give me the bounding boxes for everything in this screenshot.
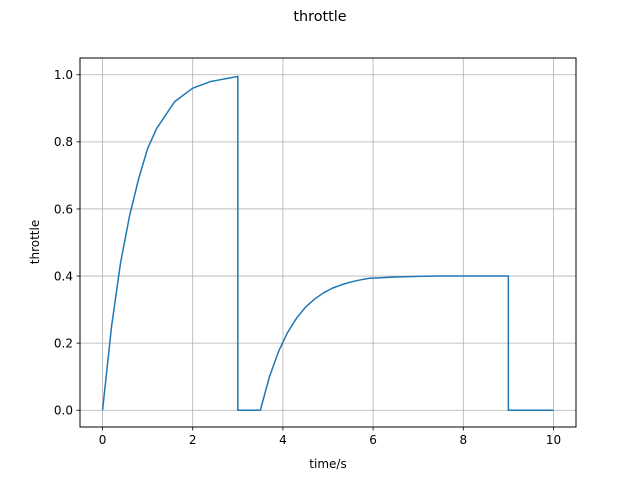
x-tick-label: 6 xyxy=(369,433,377,447)
y-tick-label: 0.0 xyxy=(54,404,73,418)
y-tick-label: 0.4 xyxy=(54,269,73,283)
y-tick-label: 0.8 xyxy=(54,135,73,149)
x-tick-label: 10 xyxy=(546,433,561,447)
grid-lines xyxy=(80,58,576,427)
y-tick-label: 0.2 xyxy=(54,336,73,350)
y-tick-label: 1.0 xyxy=(54,68,73,82)
axes-frame xyxy=(79,57,577,428)
x-tick-label: 2 xyxy=(189,433,197,447)
x-tick-label: 0 xyxy=(99,433,107,447)
tick-marks: 0 2 4 6 8 10 0.0 0.2 0.4 0.6 0.8 1.0 xyxy=(54,68,561,447)
x-tick-label: 4 xyxy=(279,433,287,447)
chart-title: throttle xyxy=(293,9,346,25)
series-line xyxy=(101,75,554,411)
y-tick-label: 0.6 xyxy=(54,202,73,216)
series-line-layer xyxy=(101,75,554,411)
x-tick-label: 8 xyxy=(459,433,467,447)
y-axis-label: throttle xyxy=(28,220,42,264)
x-axis-label: time/s xyxy=(309,457,346,471)
